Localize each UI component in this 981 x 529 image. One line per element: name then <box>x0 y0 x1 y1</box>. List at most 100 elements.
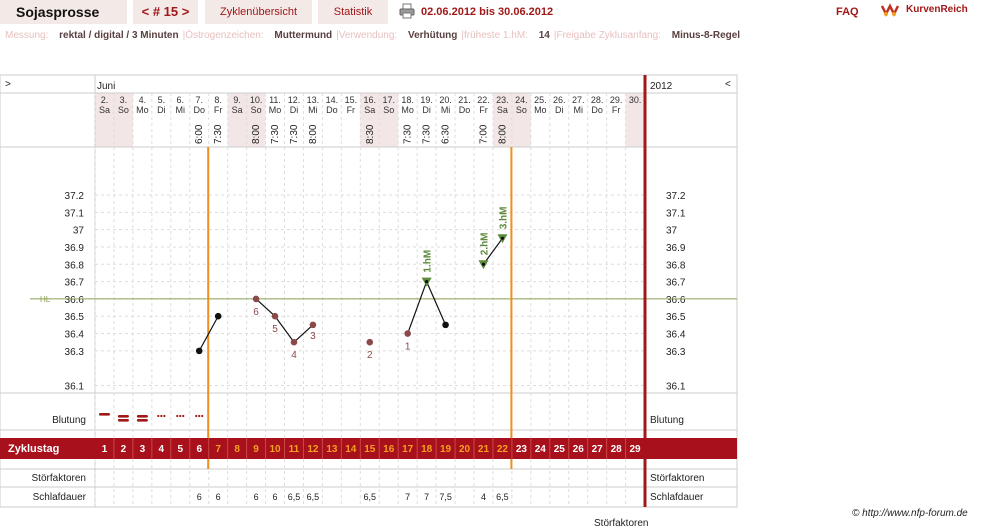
info-label: Verwendung: <box>338 30 400 41</box>
logo-icon[interactable] <box>880 2 900 20</box>
day-weekday: Fr <box>612 105 621 115</box>
cycle-day-number: 16 <box>383 444 395 455</box>
day-weekday: Fr <box>347 105 356 115</box>
cycle-day-number: 26 <box>573 444 585 455</box>
tab-cycle-overview[interactable]: Zyklenübersicht <box>205 0 312 24</box>
measure-time: 7:30 <box>270 124 281 144</box>
weekend-bg <box>625 93 645 147</box>
day-date: 30. <box>629 95 642 105</box>
bleeding-light-icon <box>160 414 163 418</box>
measure-time: 8:00 <box>251 124 262 144</box>
day-weekday: Do <box>193 105 205 115</box>
day-weekday: So <box>251 105 262 115</box>
day-weekday: Di <box>555 105 564 115</box>
info-value: rektal / digital / 3 Minuten <box>59 30 179 41</box>
measure-time: 7:30 <box>403 124 414 144</box>
info-separator: | <box>553 30 557 41</box>
nav-right-icon: < <box>725 79 731 90</box>
bleeding-heavy-icon <box>117 419 129 422</box>
info-label: früheste 1.hM: <box>464 30 531 41</box>
faq-link[interactable]: FAQ <box>836 6 859 18</box>
day-date: 10. <box>250 95 263 105</box>
bleeding-heavy-icon <box>136 415 148 418</box>
y-tick-left: 37.2 <box>65 191 85 202</box>
day-date: 28. <box>591 95 604 105</box>
y-tick-right: 36.9 <box>666 243 686 254</box>
print-icon[interactable] <box>399 3 415 19</box>
date-range: 02.06.2012 bis 30.06.2012 <box>421 6 554 18</box>
day-weekday: Sa <box>99 105 110 115</box>
cycle-day-number: 9 <box>253 444 259 455</box>
measure-time: 6:00 <box>194 124 205 144</box>
sleep-value: 6 <box>254 492 259 502</box>
bleeding-light-icon <box>201 414 204 418</box>
measure-time: 8:30 <box>365 124 376 144</box>
row-label-disturb: Störfaktoren <box>32 473 86 484</box>
bleeding-light-icon <box>179 414 182 418</box>
cycle-day-number: 4 <box>159 444 165 455</box>
hl-label: HL <box>40 295 51 304</box>
day-date: 23. <box>496 95 509 105</box>
app-title: Sojasprosse <box>0 0 127 24</box>
day-weekday: So <box>383 105 394 115</box>
y-tick-right: 36.5 <box>666 312 686 323</box>
day-date: 8. <box>214 95 222 105</box>
bleeding-light-icon <box>198 414 201 418</box>
y-tick-right: 36.8 <box>666 260 686 271</box>
temperature-point <box>481 262 486 266</box>
day-weekday: So <box>516 105 527 115</box>
brand-name[interactable]: KurvenReich <box>906 4 968 15</box>
day-date: 24. <box>515 95 528 105</box>
bleeding-light-icon <box>163 414 166 418</box>
measure-time: 7:30 <box>213 124 224 144</box>
temperature-point <box>214 312 222 320</box>
year-label: 2012 <box>650 81 673 92</box>
day-weekday: So <box>118 105 129 115</box>
info-label: Östrogenzeichen: <box>185 30 267 41</box>
bleeding-light-icon <box>176 414 179 418</box>
day-weekday: Di <box>422 105 431 115</box>
cycle-day-number: 25 <box>554 444 566 455</box>
y-tick-left: 36.6 <box>65 295 85 306</box>
info-label: Messung: <box>5 30 52 41</box>
day-date: 14. <box>326 95 339 105</box>
high-measurement-label: 2.hM <box>479 232 490 255</box>
day-date: 15. <box>345 95 358 105</box>
weekend-bg <box>95 93 114 147</box>
day-weekday: Do <box>459 105 471 115</box>
temperature-point <box>195 347 203 355</box>
cycle-day-number: 5 <box>177 444 183 455</box>
sleep-value: 7 <box>405 492 410 502</box>
tab-statistics[interactable]: Statistik <box>318 0 388 24</box>
day-date: 25. <box>534 95 547 105</box>
month-label: Juni <box>97 81 115 92</box>
row-label-sleep-right: Schlafdauer <box>650 492 704 503</box>
low-measurement-point <box>271 312 279 320</box>
day-weekday: Mi <box>573 105 583 115</box>
y-tick-left: 36.5 <box>65 312 85 323</box>
low-measurement-label: 5 <box>272 324 278 335</box>
cycle-day-number: 10 <box>269 444 281 455</box>
day-date: 12. <box>288 95 301 105</box>
nav-left-icon: > <box>5 79 11 90</box>
day-date: 13. <box>307 95 320 105</box>
day-weekday: Di <box>157 105 166 115</box>
cycle-day-number: 2 <box>121 444 127 455</box>
y-tick-left: 36.7 <box>65 278 85 289</box>
y-tick-right: 36.1 <box>666 382 686 393</box>
cycle-day-number: 20 <box>459 444 471 455</box>
weekend-bg <box>511 93 531 147</box>
temperature-segment <box>198 315 219 352</box>
bleeding-light-icon <box>182 414 185 418</box>
measure-time: 8:00 <box>308 124 319 144</box>
cycle-navigator[interactable]: < # 15 > <box>133 0 198 24</box>
info-value: Minus-8-Regel <box>671 30 741 41</box>
cycle-day-number: 11 <box>289 444 300 455</box>
bleeding-heavy-icon <box>136 419 148 422</box>
temperature-segment <box>293 324 314 343</box>
sleep-value: 7,5 <box>439 492 452 502</box>
sleep-value: 6,5 <box>288 492 301 502</box>
weekend-bg <box>246 93 266 147</box>
y-tick-left: 36.8 <box>65 260 85 271</box>
cycle-day-number: 14 <box>345 444 357 455</box>
